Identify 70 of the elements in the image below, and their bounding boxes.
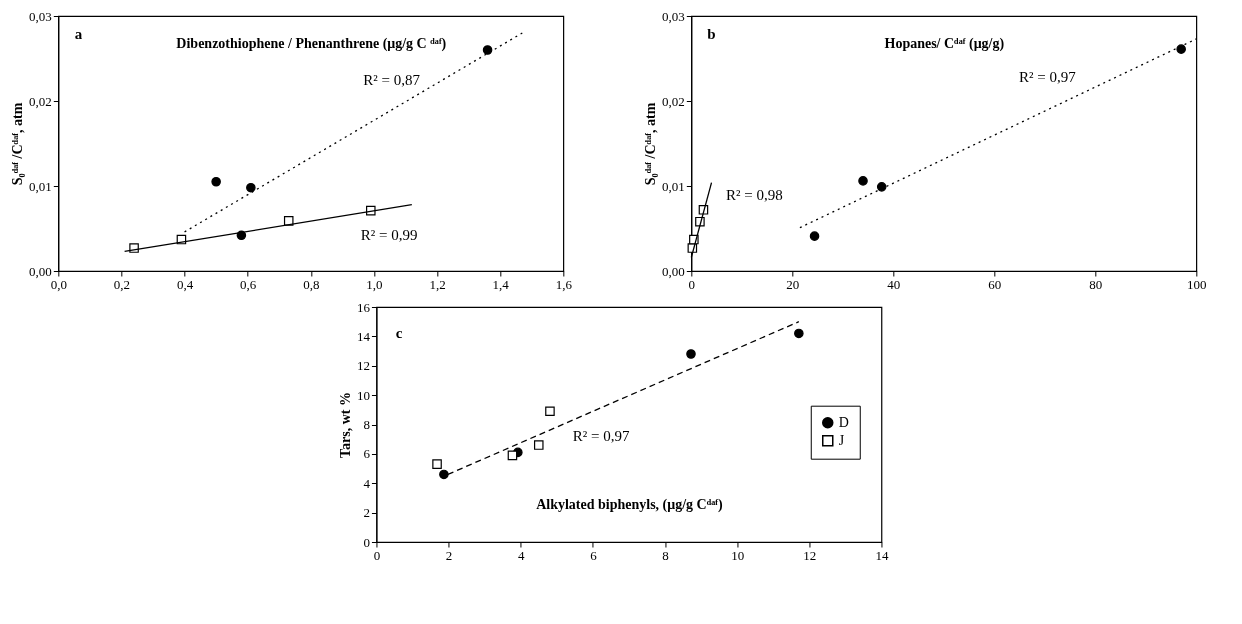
x-tick-label: 0,0: [50, 276, 67, 292]
point: [432, 459, 442, 469]
x-tick-label: 1,6: [555, 276, 573, 292]
y-axis-title: S₀ᵈᵃᶠ /Cᵈᵃᶠ, atm: [10, 102, 26, 186]
y-tick-label: 0,03: [662, 8, 685, 24]
point: [482, 45, 493, 55]
annotation: R² = 0,99: [360, 227, 418, 244]
y-tick-label: 2: [363, 505, 370, 521]
annotation: R² = 0,97: [1018, 69, 1077, 86]
annotation: R² = 0,98: [726, 186, 783, 203]
x-tick-label: 0: [373, 547, 381, 563]
x-axis-title: Dibenzothiophene / Phenanthrene (μg/g C ᵈᵃᶠ): [176, 35, 447, 52]
annotation: a: [74, 25, 83, 42]
x-axis-title: Alkylated biphenyls, (μg/g Cᵈᵃᶠ): [536, 496, 724, 513]
y-tick-label: 0: [363, 534, 370, 550]
y-tick-label: 14: [356, 328, 371, 344]
x-tick-label: 80: [1089, 276, 1103, 292]
y-axis-title: S₀ᵈᵃᶠ /Cᵈᵃᶠ, atm: [643, 102, 659, 186]
x-tick-label: 0,2: [113, 276, 131, 292]
x-tick-label: 12: [803, 547, 817, 563]
point: [686, 349, 696, 359]
point: [858, 176, 868, 186]
y-tick-label: 4: [363, 475, 371, 491]
y-tick-label: 8: [363, 417, 370, 432]
annotation: c: [395, 324, 403, 341]
point: [809, 231, 820, 241]
y-tick-label: 0,02: [29, 93, 52, 109]
y-axis-title: Tars, wt %: [337, 392, 353, 458]
y-tick-label: 12: [356, 358, 370, 374]
y-tick-label: 16: [356, 299, 371, 315]
point: [507, 450, 518, 461]
x-tick-label: 1,0: [366, 276, 383, 292]
x-tick-label: 20: [786, 276, 800, 292]
point: [794, 328, 804, 339]
point: [1176, 44, 1186, 54]
legend-label: D: [838, 414, 849, 430]
y-tick-label: 0,00: [662, 263, 685, 279]
x-tick-label: 0,6: [240, 276, 257, 292]
y-tick-label: 0,01: [662, 178, 685, 194]
x-tick-label: 6: [590, 547, 598, 563]
x-axis-title: Hopanes/ Cᵈᵃᶠ (μg/g): [884, 35, 1005, 52]
point: [211, 176, 221, 187]
y-tick-label: 0,03: [29, 8, 52, 24]
point: [246, 182, 256, 193]
x-tick-label: 14: [875, 547, 889, 563]
x-tick-label: 2: [445, 547, 453, 563]
x-tick-label: 100: [1187, 276, 1207, 292]
x-tick-label: 1,2: [429, 276, 446, 292]
x-tick-label: 0: [688, 276, 696, 292]
annotation: R² = 0,87: [363, 71, 421, 88]
y-tick-label: 0,01: [29, 178, 52, 194]
legend-label: J: [838, 432, 845, 448]
x-tick-label: 1,4: [492, 276, 510, 292]
y-tick-label: 6: [363, 446, 371, 462]
x-tick-label: 60: [988, 276, 1002, 292]
point: [545, 406, 555, 417]
x-tick-label: 40: [887, 276, 901, 292]
annotation: b: [707, 25, 716, 42]
point: [439, 469, 449, 480]
point: [283, 216, 294, 226]
x-tick-label: 4: [517, 547, 525, 563]
x-tick-label: 10: [731, 547, 745, 563]
y-tick-label: 0,00: [29, 263, 52, 279]
y-tick-label: 10: [356, 387, 370, 403]
point: [533, 440, 544, 450]
x-tick-label: 0,4: [176, 276, 194, 292]
x-tick-label: 0,8: [303, 276, 320, 292]
annotation: R² = 0,97: [572, 428, 631, 445]
y-tick-label: 0,02: [662, 93, 685, 109]
point: [876, 182, 887, 192]
